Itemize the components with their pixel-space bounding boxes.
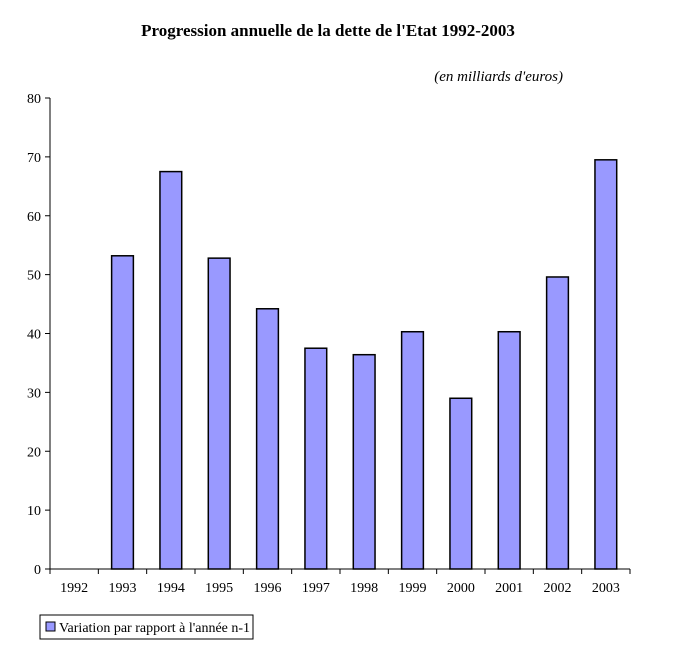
bar xyxy=(449,397,473,570)
y-tick-label: 40 xyxy=(27,328,41,343)
y-tick-label: 50 xyxy=(27,269,41,284)
x-tick-label: 2000 xyxy=(447,581,475,596)
x-tick-label: 1994 xyxy=(157,581,185,596)
y-tick-label: 30 xyxy=(27,386,41,401)
y-tick-label: 20 xyxy=(27,445,41,460)
y-tick-label: 80 xyxy=(27,92,41,107)
x-tick-label: 1998 xyxy=(350,581,378,596)
legend-label: Variation par rapport à l'année n-1 xyxy=(59,621,250,636)
bar xyxy=(207,257,231,570)
bar xyxy=(352,353,376,570)
y-tick-label: 70 xyxy=(27,151,41,166)
chart-subtitle: (en milliards d'euros) xyxy=(434,69,563,85)
y-tick-label: 0 xyxy=(34,563,41,578)
chart-title: Progression annuelle de la dette de l'Et… xyxy=(141,21,515,40)
bar xyxy=(304,347,328,570)
y-tick-label: 60 xyxy=(27,210,41,225)
x-tick-label: 2002 xyxy=(544,581,572,596)
bar xyxy=(255,308,280,570)
legend-swatch xyxy=(45,621,56,632)
y-axis: 0 10 20 30 40 50 60 70 80 xyxy=(27,92,51,578)
x-tick-label: 1996 xyxy=(254,581,282,596)
bar xyxy=(497,330,521,570)
x-tick-label: 1992 xyxy=(60,581,88,596)
legend: Variation par rapport à l'année n-1 xyxy=(39,614,254,640)
x-tick-label: 1995 xyxy=(205,581,233,596)
legend-box xyxy=(39,614,254,640)
y-tick-label: 10 xyxy=(27,504,41,519)
bar xyxy=(159,170,183,570)
x-axis: 1992 1993 1994 1995 1996 1997 1998 1999 2000 2001… xyxy=(49,568,631,596)
bar xyxy=(545,276,570,570)
bar xyxy=(594,159,618,570)
x-tick-label: 1999 xyxy=(399,581,427,596)
x-tick-label: 2003 xyxy=(592,581,620,596)
x-tick-label: 1993 xyxy=(109,581,137,596)
bar xyxy=(110,255,135,570)
x-tick-label: 1997 xyxy=(302,581,330,596)
x-tick-label: 2001 xyxy=(495,581,523,596)
bar xyxy=(400,330,425,570)
bars xyxy=(110,159,618,570)
